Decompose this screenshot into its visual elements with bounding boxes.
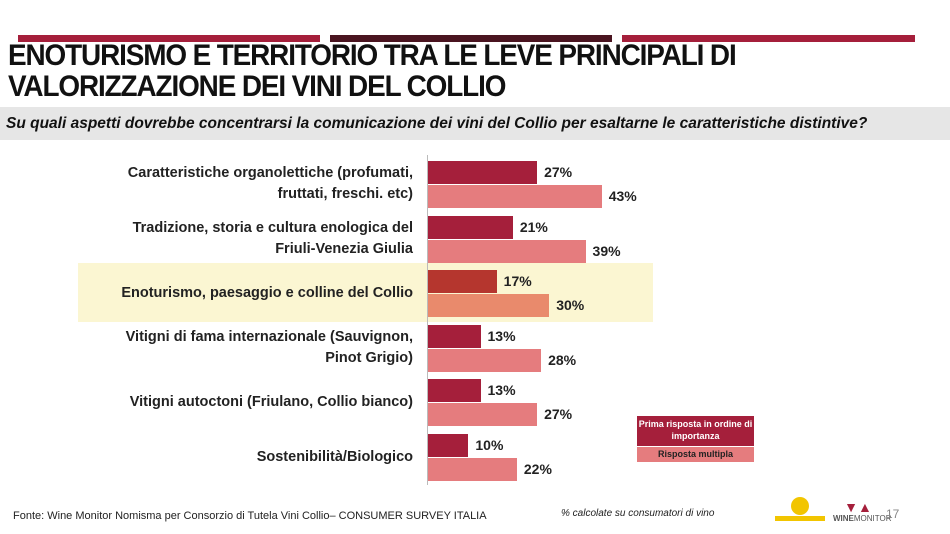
data-label: 22%: [523, 461, 552, 477]
bar-multiple: [428, 185, 602, 208]
data-label: 21%: [519, 218, 548, 235]
category-label-line: Caratteristiche organolettiche (profumat…: [127, 165, 413, 181]
page-number: 17: [886, 507, 900, 521]
data-label: 39%: [592, 242, 621, 259]
category-label: Tradizione, storia e cultura enologica d…: [83, 218, 413, 260]
category-label: Caratteristiche organolettiche (profumat…: [83, 163, 413, 205]
data-label: 30%: [556, 297, 585, 314]
category-label-line: Enoturismo, paesaggio e colline del Coll…: [121, 284, 413, 301]
source-note: Fonte: Wine Monitor Nomisma per Consorzi…: [13, 510, 487, 522]
axis-line: [427, 155, 428, 485]
category-label: Enoturismo, paesaggio e colline del Coll…: [83, 283, 413, 304]
legend-item-multiple: Risposta multipla: [637, 447, 754, 462]
question: Su quali aspetti dovrebbe concentrarsi l…: [6, 115, 868, 132]
data-label: 27%: [544, 164, 573, 180]
category-label-line: fruttati, freschi. etc): [277, 186, 413, 202]
data-label: 10%: [475, 437, 504, 453]
footnote: % calcolate su consumatori di vino: [561, 508, 715, 519]
bar-multiple: [428, 294, 550, 318]
category-label-line: Pinot Grigio): [325, 349, 413, 366]
category-label-line: Sostenibilità/Biologico: [256, 448, 413, 465]
question-band: [0, 107, 950, 140]
winemonitor-logo: ▼▲ WINEMONITOR: [833, 499, 892, 523]
bar-multiple: [428, 403, 538, 427]
bar-first: [428, 161, 538, 184]
data-label: 13%: [487, 382, 516, 399]
data-label: 17%: [503, 273, 532, 290]
top-bar-3: [622, 35, 915, 42]
bar-first: [428, 324, 481, 348]
top-bar-1: [18, 35, 320, 42]
page-title: ENOTURISMO E TERRITORIO TRA LE LEVE PRIN…: [8, 39, 737, 103]
data-label: 27%: [544, 406, 573, 423]
category-label-line: Tradizione, storia e cultura enologica d…: [132, 219, 413, 236]
evolution-logo: [775, 497, 825, 525]
highlight-band: [78, 263, 653, 322]
category-label: Vitigni di fama internazionale (Sauvigno…: [83, 327, 413, 369]
category-label: Vitigni autoctoni (Friulano, Collio bian…: [83, 392, 413, 413]
bar-first: [428, 215, 513, 239]
data-label: 13%: [487, 327, 516, 344]
category-label-line: Vitigni autoctoni (Friulano, Collio bian…: [129, 393, 413, 410]
category-label-line: Friuli-Venezia Giulia: [275, 240, 413, 257]
bar-multiple: [428, 458, 517, 481]
bar-multiple: [428, 239, 586, 263]
bar-first: [428, 270, 497, 294]
data-label: 43%: [608, 188, 637, 204]
data-label: 28%: [548, 351, 577, 368]
category-label: Sostenibilità/Biologico: [83, 447, 413, 468]
bar-first: [428, 434, 469, 457]
title-line-2: VALORIZZAZIONE DEI VINI DEL COLLIO: [8, 70, 506, 103]
bar-multiple: [428, 348, 542, 372]
top-bar-2: [330, 35, 612, 42]
title-line-1: ENOTURISMO E TERRITORIO TRA LE LEVE PRIN…: [8, 39, 737, 72]
bar-first: [428, 379, 481, 403]
category-label-line: Vitigni di fama internazionale (Sauvigno…: [125, 328, 413, 345]
legend-item-first: Prima risposta in ordine di importanza: [637, 416, 754, 446]
